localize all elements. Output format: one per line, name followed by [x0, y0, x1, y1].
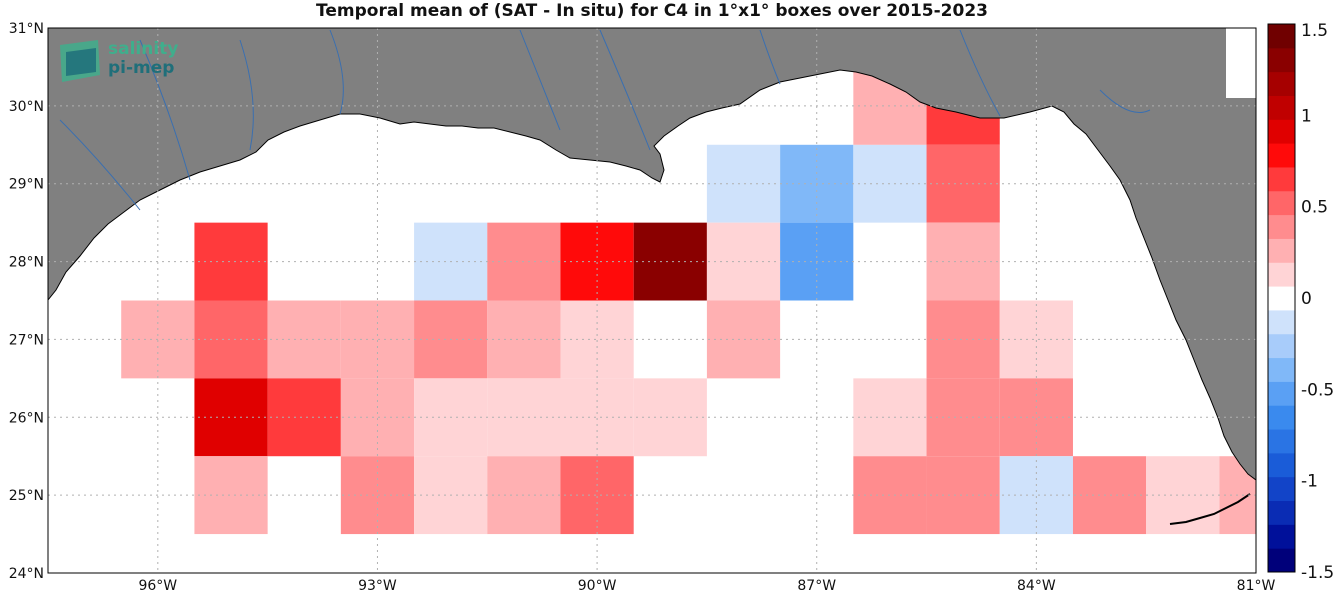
logo-icon-inner [66, 48, 96, 76]
heatmap-cell [194, 222, 268, 301]
river [1099, 89, 1151, 113]
colorbar-step [1268, 548, 1295, 573]
heatmap-cell [633, 222, 707, 301]
heatmap-cell [194, 456, 268, 535]
plot-frame [47, 27, 1257, 574]
heatmap-cell [999, 378, 1073, 457]
heatmap-cell [706, 144, 781, 223]
heatmap-cell [194, 300, 268, 379]
colorbar-step [1268, 429, 1295, 454]
colorbar-tick-label: 0.5 [1301, 198, 1328, 218]
colorbar-step [1268, 500, 1295, 525]
colorbar-tick-label: 0 [1301, 289, 1312, 309]
colorbar-step [1268, 309, 1295, 335]
rivers [59, 29, 1151, 211]
logo-line1: salinity [108, 39, 178, 59]
colorbar-step [1268, 262, 1295, 287]
river [599, 29, 651, 151]
colorbar-frame [1267, 23, 1296, 573]
colorbar-ticks: 1.5 1 0.5 0 -0.5 -1 -1.5 [1301, 21, 1334, 583]
chart-title: Temporal mean of (SAT - In situ) for C4 … [316, 1, 988, 21]
river [759, 29, 781, 85]
heatmap-cell [999, 300, 1073, 379]
y-axis-ticks: 24°N 25°N 26°N 27°N 28°N 29°N 30°N 31°N [9, 21, 44, 582]
salinity-pi-mep-logo: salinity pi-mep [60, 39, 178, 82]
heatmap-cell [267, 300, 341, 379]
heatmap-cell [267, 378, 341, 457]
land-layer [48, 28, 1256, 525]
y-tick-label: 26°N [9, 410, 44, 426]
river [239, 39, 254, 151]
colorbar-step [1268, 381, 1295, 406]
colorbar-step [1268, 214, 1295, 239]
florida-keys [1169, 493, 1251, 525]
colorbar-tick-label: 1 [1301, 106, 1312, 126]
y-tick-label: 27°N [9, 332, 44, 348]
colorbar-step [1268, 166, 1295, 192]
colorbar-tick-label: -0.5 [1301, 380, 1334, 400]
colorbar-step [1268, 524, 1295, 549]
heatmap-cell [706, 300, 781, 379]
river [329, 29, 344, 115]
river [59, 119, 141, 211]
heatmap-cell [926, 456, 1000, 535]
heatmap-cell [194, 378, 268, 457]
heatmap-cell [926, 300, 1000, 379]
colorbar-step [1268, 119, 1295, 144]
colorbar-step [1268, 357, 1295, 382]
y-tick-label: 29°N [9, 177, 44, 193]
heatmap-cell [926, 222, 1000, 301]
x-tick-label: 90°W [578, 578, 617, 594]
colorbar-step [1268, 286, 1295, 311]
logo-line2: pi-mep [108, 58, 174, 78]
heatmap-cell [706, 222, 781, 301]
colorbar-step [1268, 71, 1295, 96]
y-tick-label: 24°N [9, 566, 44, 582]
colorbar-step [1268, 47, 1295, 73]
colorbar-step [1268, 190, 1295, 216]
colorbar-step [1268, 143, 1295, 168]
colorbar-step [1268, 24, 1295, 49]
heatmap-cell [633, 378, 707, 457]
y-tick-label: 25°N [9, 488, 44, 504]
colorbar-step [1268, 238, 1295, 263]
colorbar-tick-label: -1.5 [1301, 563, 1334, 583]
river [959, 29, 1001, 117]
colorbar [1268, 24, 1295, 573]
colorbar-step [1268, 476, 1295, 502]
heatmap-cell [1072, 456, 1147, 535]
colorbar-tick-label: -1 [1301, 472, 1318, 492]
heatmap-cell [926, 144, 1000, 223]
colorbar-step [1268, 333, 1295, 359]
river [519, 29, 561, 131]
colorbar-step [1268, 452, 1295, 478]
colorbar-step [1268, 95, 1295, 120]
y-tick-label: 28°N [9, 255, 44, 271]
x-tick-label: 84°W [1017, 578, 1056, 594]
map-edge-strip [1226, 28, 1256, 98]
colorbar-step [1268, 405, 1295, 430]
colorbar-tick-label: 1.5 [1301, 21, 1328, 41]
y-tick-label: 31°N [9, 21, 44, 37]
heatmap-cell [926, 378, 1000, 457]
x-axis-ticks: 96°W 93°W 90°W 87°W 84°W 81°W [138, 578, 1275, 594]
x-tick-label: 87°W [797, 578, 836, 594]
x-tick-label: 93°W [358, 578, 397, 594]
x-tick-label: 96°W [138, 578, 177, 594]
y-tick-label: 30°N [9, 99, 44, 115]
x-tick-label: 81°W [1237, 578, 1276, 594]
river [139, 39, 191, 181]
